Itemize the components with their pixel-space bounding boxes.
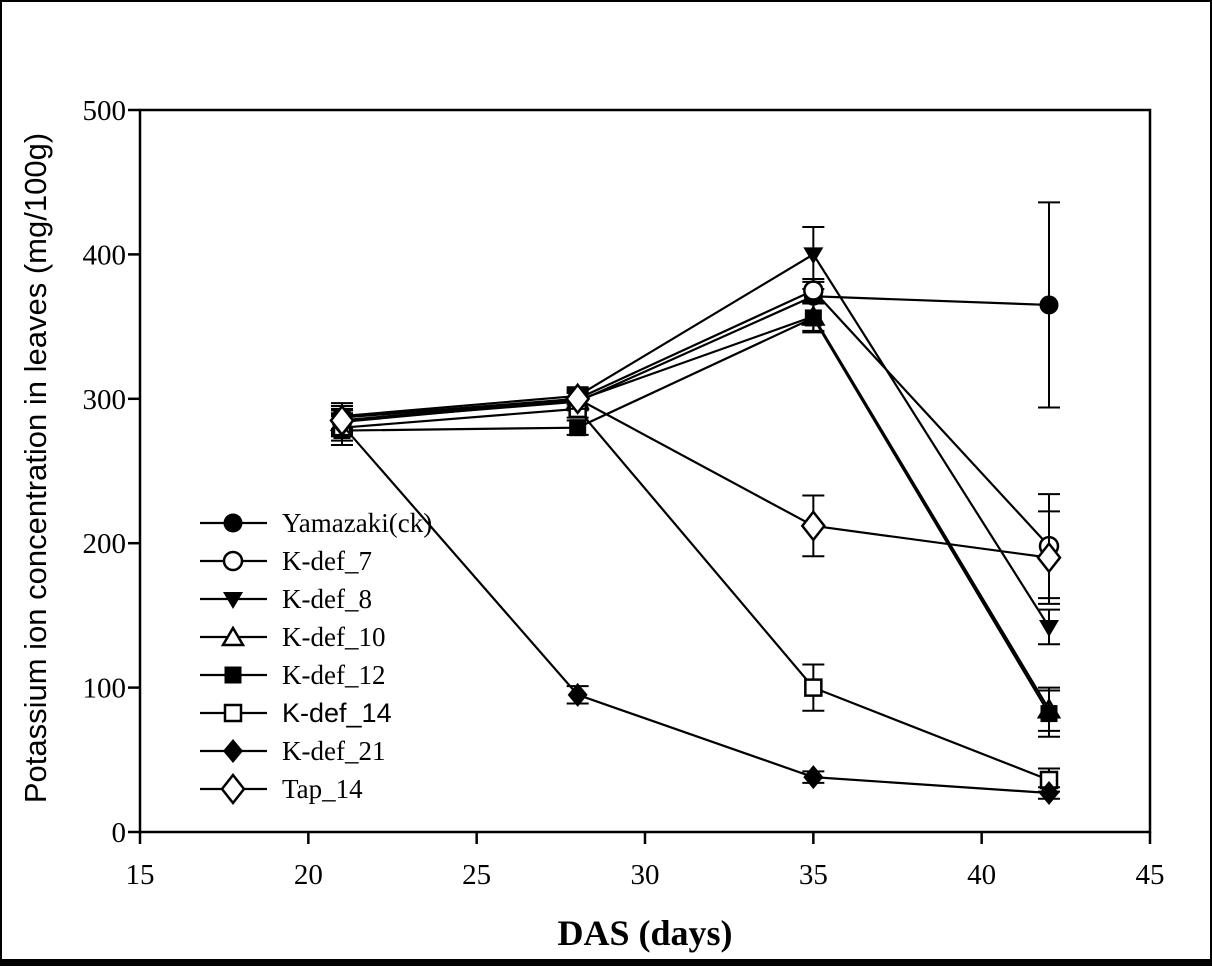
x-tick-label: 35 — [799, 859, 828, 891]
legend-label: K-def_7 — [282, 546, 372, 576]
legend-label: Tap_14 — [282, 774, 363, 804]
legend-label: K-def_12 — [282, 660, 385, 690]
x-tick-label: 25 — [462, 859, 491, 891]
legend-label: K-def_10 — [282, 622, 385, 652]
legend-item-K-def_10: K-def_10 — [200, 622, 385, 652]
legend-item-Tap_14: Tap_14 — [200, 772, 363, 806]
legend-marker — [224, 666, 242, 684]
y-tick-label: 200 — [83, 528, 127, 560]
data-point — [1039, 781, 1059, 806]
series-line — [341, 316, 1050, 715]
legend-marker — [220, 772, 246, 806]
legend-item-K-def_21: K-def_21 — [200, 736, 385, 766]
series-line — [341, 315, 1050, 710]
legend-item-Yamazaki(ck): Yamazaki(ck) — [200, 508, 432, 538]
legend-marker — [223, 703, 243, 723]
legend-item-K-def_12: K-def_12 — [200, 660, 385, 690]
y-tick-label: 100 — [83, 673, 127, 705]
data-point — [803, 765, 824, 790]
figure-border-bottom — [0, 959, 1212, 966]
legend: Yamazaki(ck) K-def_7 K-def_8 K-def_10 K-def_… — [200, 508, 432, 806]
data-point — [800, 509, 826, 542]
series-line — [341, 289, 1050, 547]
x-tick-label: 40 — [967, 859, 996, 891]
y-tick-label: 300 — [83, 384, 127, 416]
series-line — [341, 424, 1050, 795]
series-K-def_12 — [331, 302, 1060, 738]
data-point — [1039, 619, 1059, 637]
series-K-def_14 — [331, 399, 1060, 793]
legend-label: K-def_8 — [282, 584, 372, 614]
data-point — [804, 678, 823, 697]
series-Tap_14 — [329, 382, 1062, 605]
x-tick-label: 20 — [294, 859, 323, 891]
x-axis-title: DAS (days) — [557, 913, 733, 953]
series-K-def_21 — [331, 412, 1060, 806]
legend-item-K-def_7: K-def_7 — [200, 546, 372, 576]
data-point — [565, 382, 591, 415]
x-tick-label: 30 — [631, 859, 660, 891]
figure-border-right — [1210, 0, 1212, 966]
legend-label: K-def_14 — [282, 698, 392, 728]
data-point — [1036, 541, 1062, 574]
series-line — [341, 397, 1050, 559]
y-tick-label: 0 — [112, 817, 127, 849]
series-line — [341, 252, 1050, 628]
legend-marker — [223, 739, 243, 763]
legend-marker — [220, 625, 246, 647]
data-point — [1039, 295, 1059, 315]
series-K-def_10 — [329, 301, 1062, 732]
data-point — [1040, 705, 1058, 723]
figure-border-top — [0, 0, 1212, 2]
data-point — [803, 280, 824, 301]
series-K-def_8 — [331, 225, 1060, 646]
data-point — [569, 419, 587, 437]
legend-marker — [223, 592, 243, 609]
series-Yamazaki(ck) — [331, 201, 1060, 434]
figure-border-left — [0, 0, 2, 966]
y-axis-title: Potassium ion concentration in leaves (m… — [18, 132, 53, 804]
data-point — [567, 682, 588, 707]
legend-item-K-def_14: K-def_14 — [200, 698, 392, 728]
x-tick-label: 45 — [1136, 859, 1165, 891]
legend-label: K-def_21 — [282, 736, 385, 766]
data-point — [804, 309, 822, 327]
y-tick-label: 400 — [83, 239, 127, 271]
legend-label: Yamazaki(ck) — [282, 508, 432, 538]
x-tick-label: 15 — [126, 859, 155, 891]
data-point — [329, 404, 355, 437]
legend-item-K-def_8: K-def_8 — [200, 584, 372, 614]
series-line — [341, 407, 1050, 782]
data-point — [803, 247, 824, 265]
legend-marker — [222, 550, 244, 572]
legend-marker — [223, 513, 243, 533]
y-tick-label: 500 — [83, 95, 127, 127]
